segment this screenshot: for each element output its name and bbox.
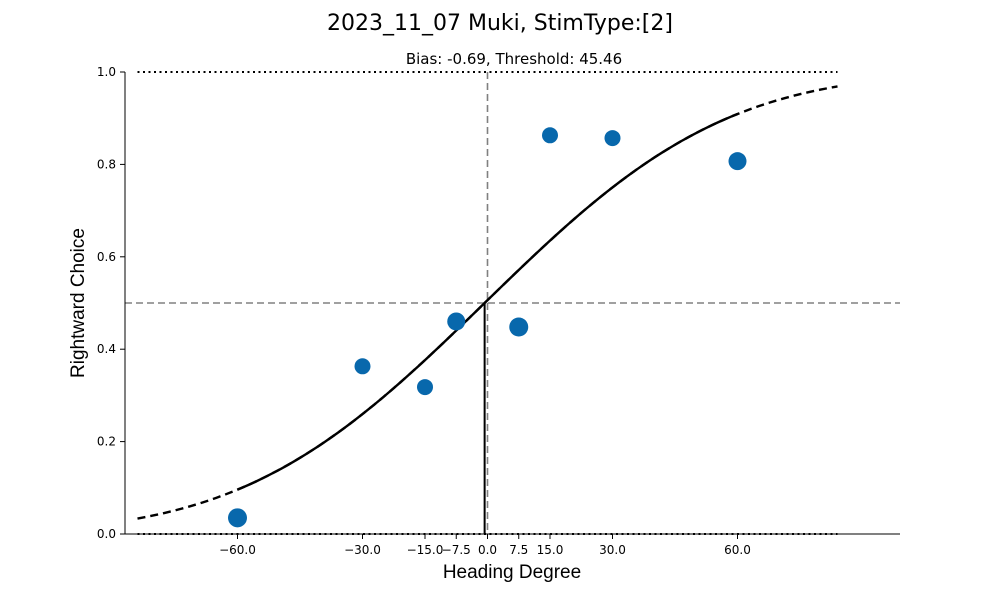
x-tick-label: 15.0 [537, 543, 564, 557]
x-tick-label: −7.5 [442, 543, 471, 557]
fit-curve-solid [237, 112, 738, 491]
x-tick-label: 60.0 [724, 543, 751, 557]
data-point [604, 130, 621, 147]
data-point [417, 379, 433, 396]
data-point [542, 127, 558, 144]
y-tick-label: 0.0 [97, 527, 116, 541]
y-tick-label: 0.4 [97, 342, 116, 356]
plot-area: 0.0 0.2 0.4 0.6 0.8 1.0 −60.0 −30.0 −15.0−7.5 0.0… [97, 65, 900, 557]
data-point [509, 317, 529, 337]
x-tick-label: −15.0 [407, 543, 444, 557]
x-tick-label: 7.5 [509, 543, 528, 557]
y-tick-label: 1.0 [97, 65, 116, 79]
y-tick-label: 0.2 [97, 435, 116, 449]
data-point [228, 508, 247, 528]
x-tick-label: 30.0 [599, 543, 626, 557]
data-point [447, 312, 466, 331]
chart-title: 2023_11_07 Muki, StimType:[2] [327, 11, 673, 36]
y-tick-label: 0.8 [97, 157, 116, 171]
x-tick-label: −60.0 [219, 543, 256, 557]
x-tick-label: −30.0 [344, 543, 381, 557]
data-point [728, 152, 747, 171]
data-point [354, 358, 371, 375]
y-axis-label: Rightward Choice [68, 228, 89, 378]
x-axis-label: Heading Degree [443, 562, 581, 583]
x-tick-label: 0.0 [478, 543, 497, 557]
chart-subtitle: Bias: -0.69, Threshold: 45.46 [406, 50, 622, 68]
y-tick-label: 0.6 [97, 250, 116, 264]
